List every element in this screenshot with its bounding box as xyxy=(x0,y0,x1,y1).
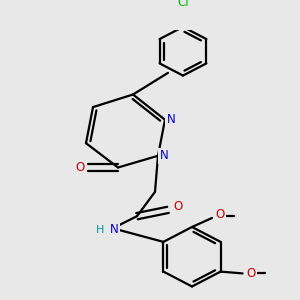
Text: H: H xyxy=(96,225,104,235)
Text: Cl: Cl xyxy=(177,0,189,9)
Text: O: O xyxy=(75,161,85,174)
Text: O: O xyxy=(173,200,183,213)
Text: N: N xyxy=(167,113,176,126)
Text: N: N xyxy=(160,149,168,162)
Text: O: O xyxy=(215,208,225,221)
Text: N: N xyxy=(110,223,118,236)
Text: O: O xyxy=(246,267,255,280)
